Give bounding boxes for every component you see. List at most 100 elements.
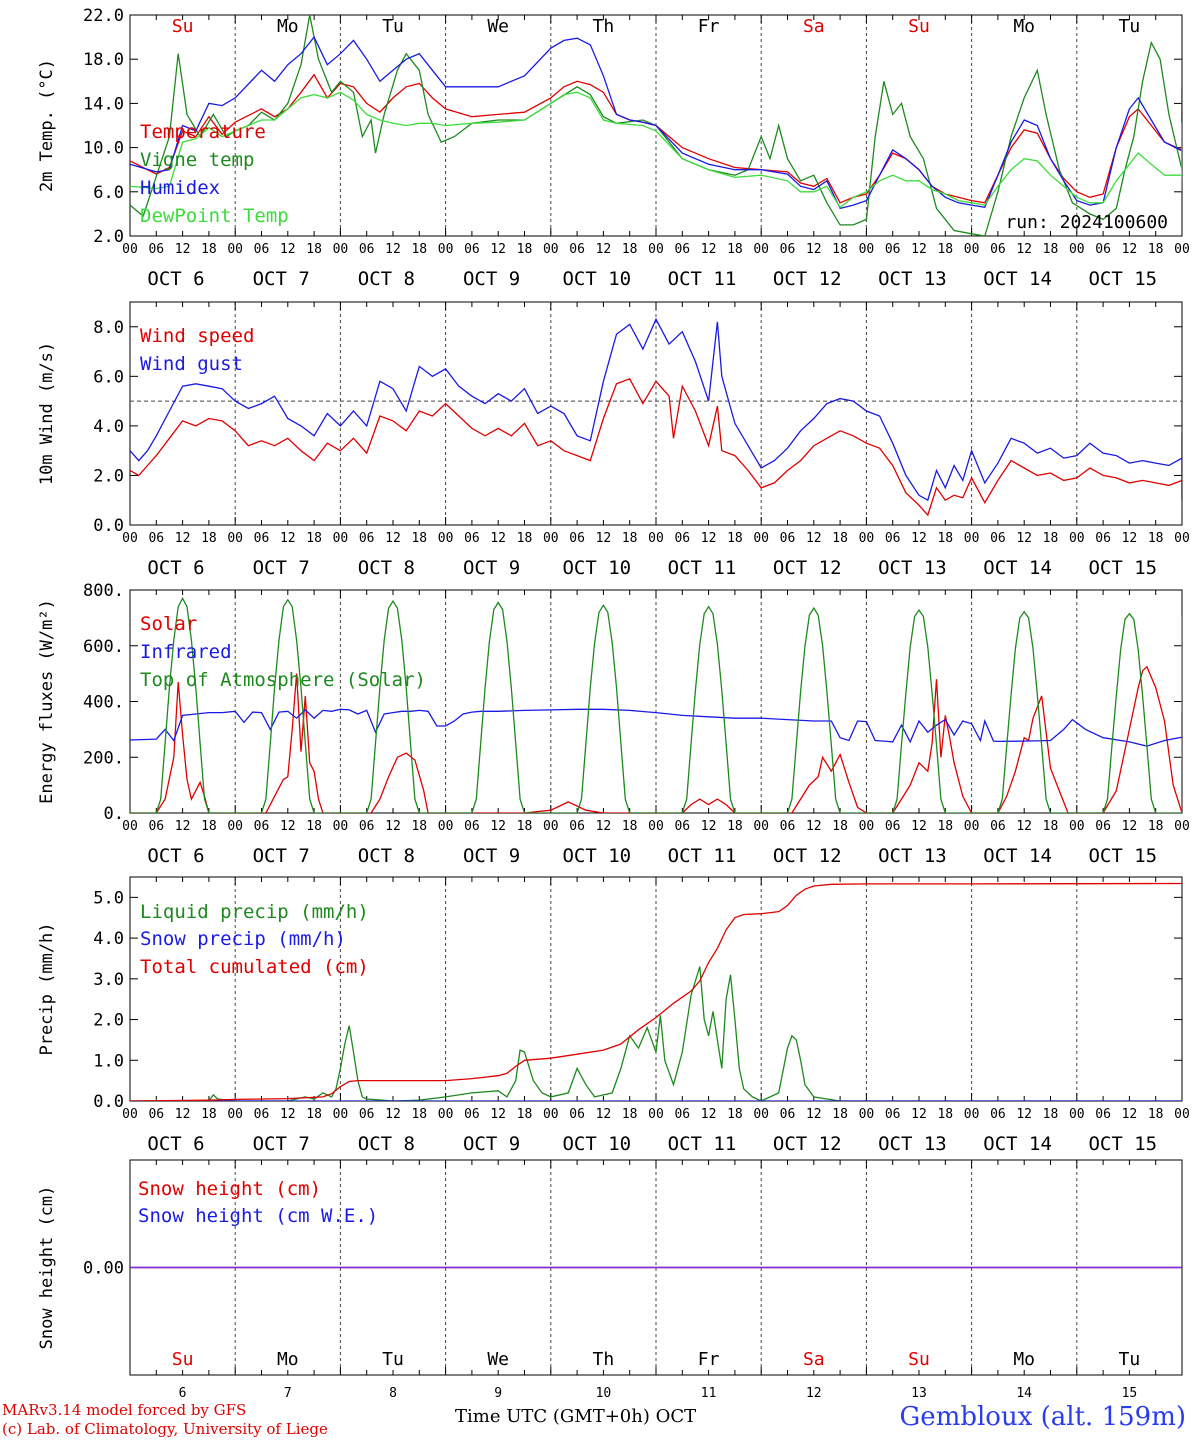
hour-label: 06 (569, 819, 585, 834)
day-number-label: 15 (1122, 1386, 1138, 1401)
hour-label: 12 (175, 1107, 191, 1122)
hour-label: 12 (280, 242, 296, 257)
hour-label: 18 (201, 242, 217, 257)
hour-label: 18 (1148, 1107, 1164, 1122)
hour-label: 00 (543, 819, 559, 834)
date-label: OCT 12 (773, 1133, 842, 1155)
date-label: OCT 7 (253, 845, 310, 867)
hour-label: 06 (990, 819, 1006, 834)
y-axis-label: Snow height (cm) (37, 1186, 57, 1350)
hour-label: 18 (727, 819, 743, 834)
hour-label: 12 (596, 242, 612, 257)
hour-label: 18 (727, 242, 743, 257)
legend-entry: Snow precip (mm/h) (140, 928, 346, 950)
hour-label: 00 (1174, 819, 1190, 834)
hour-label: 18 (622, 242, 638, 257)
series-line-wind-speed (130, 377, 1182, 517)
weekday-label: Sa (803, 16, 825, 37)
date-label: OCT 15 (1088, 268, 1157, 290)
hour-label: 00 (333, 531, 349, 546)
hour-label: 12 (385, 819, 401, 834)
hour-label: 06 (990, 531, 1006, 546)
weekday-label: Sa (803, 1349, 825, 1370)
hour-label: 00 (227, 531, 243, 546)
hour-label: 18 (937, 819, 953, 834)
hour-label: 12 (911, 1107, 927, 1122)
day-number-label: 8 (389, 1386, 397, 1401)
hour-label: 06 (464, 242, 480, 257)
hour-label: 00 (122, 242, 138, 257)
day-number-label: 13 (911, 1386, 927, 1401)
series-line-infrared (130, 708, 1182, 747)
hour-label: 18 (832, 531, 848, 546)
legend-entry: Humidex (140, 177, 220, 199)
hour-label: 18 (411, 1107, 427, 1122)
series-line-liquid-precip-mm-h- (130, 966, 1182, 1101)
legend-entry: Solar (140, 613, 197, 635)
hour-label: 12 (1122, 1107, 1138, 1122)
day-number-label: 14 (1016, 1386, 1032, 1401)
hour-label: 00 (333, 1107, 349, 1122)
hour-label: 00 (122, 1107, 138, 1122)
panel-frame (129, 301, 1183, 526)
hour-label: 00 (859, 1107, 875, 1122)
legend-entry: Wind speed (140, 325, 254, 347)
hour-label: 12 (1016, 242, 1032, 257)
hour-label: 18 (1148, 242, 1164, 257)
hour-label: 06 (148, 242, 164, 257)
hour-label: 00 (543, 242, 559, 257)
hour-label: 00 (859, 819, 875, 834)
date-label: OCT 15 (1088, 1133, 1157, 1155)
hour-label: 06 (359, 242, 375, 257)
hour-label: 12 (911, 819, 927, 834)
hour-label: 18 (937, 531, 953, 546)
y-tick-label: 0.00 (83, 1259, 124, 1279)
y-tick-label: 200. (83, 748, 124, 768)
day-number-label: 6 (179, 1386, 187, 1401)
hour-label: 00 (438, 242, 454, 257)
hour-label: 12 (175, 531, 191, 546)
hour-label: 18 (411, 242, 427, 257)
hour-label: 06 (674, 819, 690, 834)
hour-label: 18 (1043, 531, 1059, 546)
hour-label: 00 (964, 531, 980, 546)
y-tick-label: 4.0 (93, 417, 124, 437)
hour-label: 00 (333, 242, 349, 257)
day-number-label: 7 (284, 1386, 292, 1401)
hour-label: 12 (1016, 531, 1032, 546)
hour-label: 00 (753, 531, 769, 546)
y-axis-label: Energy fluxes (W/m²) (37, 599, 57, 804)
hour-label: 12 (490, 1107, 506, 1122)
hour-label: 00 (333, 819, 349, 834)
hour-label: 12 (596, 1107, 612, 1122)
hour-label: 12 (1122, 819, 1138, 834)
hour-label: 06 (780, 819, 796, 834)
hour-label: 18 (832, 242, 848, 257)
y-tick-label: 14.0 (83, 94, 124, 114)
hour-label: 12 (911, 531, 927, 546)
hour-label: 18 (622, 819, 638, 834)
hour-label: 00 (1174, 1107, 1190, 1122)
hour-label: 06 (674, 1107, 690, 1122)
date-label: OCT 10 (562, 845, 631, 867)
hour-label: 06 (254, 242, 270, 257)
hour-label: 06 (148, 819, 164, 834)
weekday-label: Su (172, 1349, 194, 1370)
hour-label: 12 (490, 242, 506, 257)
y-tick-label: 5.0 (93, 888, 124, 908)
date-label: OCT 12 (773, 845, 842, 867)
y-tick-label: 18.0 (83, 50, 124, 70)
legend-entry: Liquid precip (mm/h) (140, 901, 369, 923)
legend-entry: Top of Atmosphere (Solar) (140, 669, 426, 691)
date-label: OCT 7 (253, 268, 310, 290)
hour-label: 12 (596, 819, 612, 834)
day-number-label: 11 (701, 1386, 717, 1401)
hour-label: 00 (753, 819, 769, 834)
hour-label: 06 (464, 531, 480, 546)
hour-label: 18 (1148, 531, 1164, 546)
date-label: OCT 11 (668, 845, 737, 867)
y-tick-label: 8.0 (93, 318, 124, 338)
y-tick-label: 0.0 (93, 516, 124, 536)
date-label: OCT 6 (147, 557, 204, 579)
hour-label: 18 (622, 531, 638, 546)
